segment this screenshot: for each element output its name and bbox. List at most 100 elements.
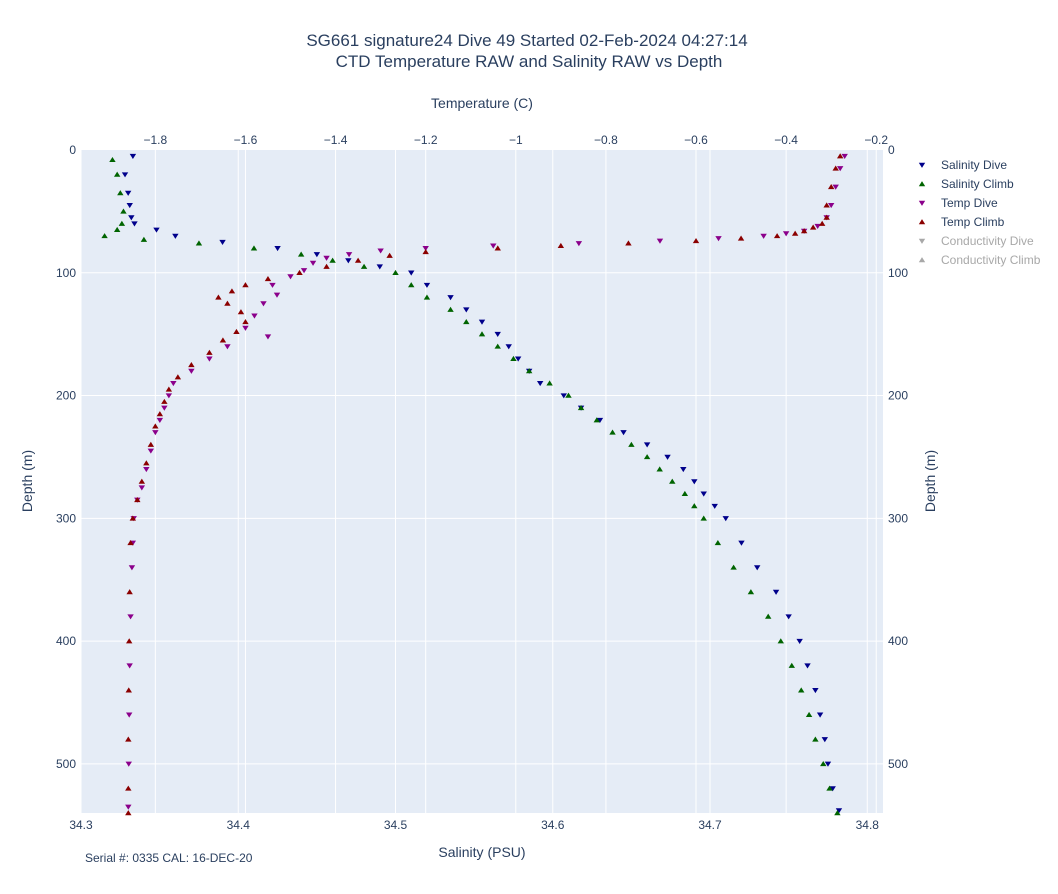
temp-dive-point xyxy=(224,344,231,350)
salinity-dive-point xyxy=(691,479,698,485)
salinity-dive-point xyxy=(494,331,501,338)
temp-climb-point xyxy=(836,153,844,159)
salinity-dive-point xyxy=(447,295,454,301)
depth-tick-label-left: 0 xyxy=(69,143,76,157)
salinity-climb-point xyxy=(714,540,722,546)
legend-label-salinity-climb: Salinity Climb xyxy=(941,177,1014,191)
legend-label-temp-dive: Temp Dive xyxy=(941,196,998,210)
temp-climb-point xyxy=(809,224,817,230)
temp-climb-point xyxy=(264,276,272,282)
legend-marker-conductivity-dive xyxy=(918,238,926,244)
legend-item-temp-dive[interactable]: Temp Dive xyxy=(918,196,998,210)
salinity-dive-point xyxy=(785,614,792,620)
salinity-dive-point xyxy=(514,356,522,362)
salinity-dive-point xyxy=(680,466,687,473)
depth-tick-label-left: 200 xyxy=(56,389,76,403)
salinity-dive-point xyxy=(711,503,718,509)
salinity-dive-point xyxy=(643,442,651,448)
legend-item-conductivity-dive[interactable]: Conductivity Dive xyxy=(918,234,1034,248)
depth-tick-label-left: 500 xyxy=(56,757,76,771)
temp-climb-point xyxy=(215,294,222,300)
temp-climb-point xyxy=(174,374,182,380)
salinity-ticks: 34.3 34.4 34.5 34.6 34.7 34.8 xyxy=(69,818,879,832)
temp-dive-point xyxy=(345,252,353,258)
temp-climb-point xyxy=(791,230,799,236)
temp-climb-point xyxy=(494,245,501,251)
temp-dive-point xyxy=(287,274,294,280)
depth-axis-title-left: Depth (m) xyxy=(19,450,35,512)
temp-climb-point xyxy=(125,810,132,816)
salinity-dive-point xyxy=(478,319,486,325)
salinity-dive-point xyxy=(124,190,132,196)
salinity-climb-point xyxy=(408,282,415,288)
temp-climb-point xyxy=(827,183,835,190)
depth-tick-label-right: 200 xyxy=(888,389,908,403)
salinity-climb-point xyxy=(577,404,585,411)
temp-dive-point xyxy=(206,356,213,362)
salinity-climb-point xyxy=(392,269,399,276)
depth-ticks-left: 0 100 200 300 400 500 xyxy=(56,143,76,771)
temp-climb-point xyxy=(233,328,240,334)
temp-climb-point xyxy=(242,282,249,288)
salinity-dive-point xyxy=(274,245,281,252)
temp-climb-point xyxy=(773,233,781,239)
chart-title-line1: SG661 signature24 Dive 49 Started 02-Feb… xyxy=(306,31,747,50)
salinity-climb-point xyxy=(109,156,116,163)
salinity-climb-point xyxy=(765,613,772,619)
salinity-dive-point xyxy=(153,227,160,233)
salinity-climb-point xyxy=(834,810,841,816)
salinity-dive-point xyxy=(505,344,512,350)
legend-label-temp-climb: Temp Climb xyxy=(941,215,1005,229)
salinity-climb-point xyxy=(691,503,698,509)
temperature-tick-label: −1.6 xyxy=(234,133,258,147)
salinity-climb-point xyxy=(118,220,126,226)
salinity-climb-point xyxy=(826,785,833,791)
temp-climb-point xyxy=(127,540,134,546)
temperature-tick-label: −0.4 xyxy=(774,133,798,147)
salinity-dive-point xyxy=(753,565,761,571)
temp-dive-point xyxy=(138,485,146,491)
temp-dive-point xyxy=(127,614,134,620)
salinity-climb-point xyxy=(510,355,517,361)
salinity-climb-point xyxy=(609,429,616,435)
legend-label-conductivity-climb: Conductivity Climb xyxy=(941,253,1041,267)
salinity-dive-point xyxy=(829,786,836,792)
temp-dive-point xyxy=(814,223,821,230)
salinity-climb-point xyxy=(628,441,635,447)
salinity-dive-point xyxy=(408,270,415,276)
legend-item-conductivity-climb[interactable]: Conductivity Climb xyxy=(918,253,1041,267)
salinity-dive-point xyxy=(816,712,824,718)
temp-climb-point xyxy=(237,309,245,315)
salinity-dive-point xyxy=(596,417,604,423)
legend-item-temp-climb[interactable]: Temp Climb xyxy=(918,215,1005,229)
temp-dive-point xyxy=(575,241,583,247)
temp-dive-point xyxy=(128,565,136,571)
legend: Salinity Dive Salinity Climb Temp Dive Temp… xyxy=(918,158,1041,267)
legend-item-salinity-climb[interactable]: Salinity Climb xyxy=(918,177,1014,191)
legend-item-salinity-dive[interactable]: Salinity Dive xyxy=(918,158,1008,172)
temp-dive-point xyxy=(264,334,272,340)
temperature-tick-label: −0.6 xyxy=(684,133,708,147)
temp-climb-point xyxy=(125,736,132,742)
temp-climb-point xyxy=(242,319,249,325)
plot-area[interactable] xyxy=(81,150,883,813)
salinity-climb-point xyxy=(700,515,707,521)
salinity-climb-point xyxy=(805,711,813,718)
temp-dive-point xyxy=(126,663,133,669)
salinity-climb-point xyxy=(463,319,470,325)
temp-climb-point xyxy=(143,460,150,466)
salinity-climb-point xyxy=(747,589,755,595)
depth-tick-label-left: 400 xyxy=(56,634,76,648)
salinity-dive-point xyxy=(772,589,780,595)
temp-dive-point xyxy=(170,381,177,387)
temp-dive-point xyxy=(300,268,308,274)
salinity-climb-point xyxy=(117,190,124,196)
salinity-tick-label: 34.8 xyxy=(856,818,880,832)
temp-climb-point xyxy=(165,386,173,392)
salinity-dive-point xyxy=(172,233,179,239)
depth-tick-label-right: 0 xyxy=(888,143,895,157)
salinity-dive-point xyxy=(126,203,133,209)
temp-dive-point xyxy=(490,243,497,249)
temp-dive-point xyxy=(656,238,664,244)
salinity-climb-point xyxy=(681,490,689,497)
